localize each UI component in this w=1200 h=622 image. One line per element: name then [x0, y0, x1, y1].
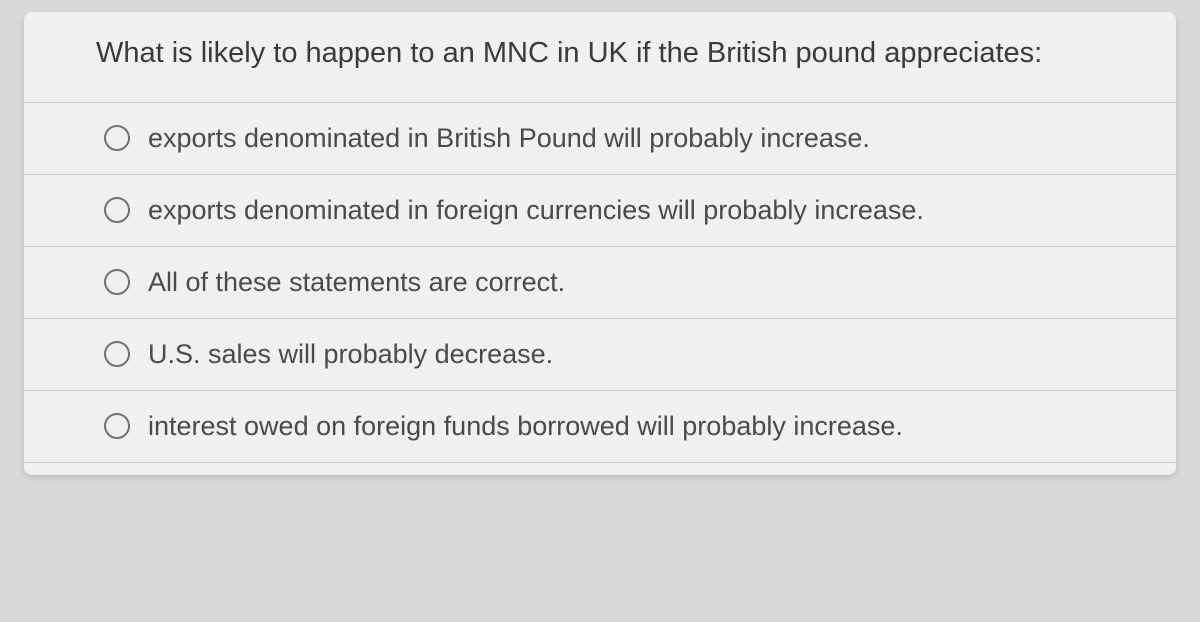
option-row[interactable]: exports denominated in foreign currencie…: [24, 175, 1176, 247]
option-row[interactable]: All of these statements are correct.: [24, 247, 1176, 319]
radio-icon[interactable]: [104, 413, 130, 439]
radio-icon[interactable]: [104, 269, 130, 295]
radio-icon[interactable]: [104, 125, 130, 151]
option-row[interactable]: interest owed on foreign funds borrowed …: [24, 391, 1176, 463]
option-label: exports denominated in foreign currencie…: [148, 195, 924, 226]
option-label: U.S. sales will probably decrease.: [148, 339, 553, 370]
radio-icon[interactable]: [104, 341, 130, 367]
option-row[interactable]: exports denominated in British Pound wil…: [24, 103, 1176, 175]
options-list: exports denominated in British Pound wil…: [24, 102, 1176, 463]
question-card: What is likely to happen to an MNC in UK…: [24, 12, 1176, 475]
option-label: All of these statements are correct.: [148, 267, 565, 298]
option-row[interactable]: U.S. sales will probably decrease.: [24, 319, 1176, 391]
option-label: exports denominated in British Pound wil…: [148, 123, 870, 154]
radio-icon[interactable]: [104, 197, 130, 223]
question-prompt: What is likely to happen to an MNC in UK…: [24, 32, 1176, 102]
option-label: interest owed on foreign funds borrowed …: [148, 411, 903, 442]
